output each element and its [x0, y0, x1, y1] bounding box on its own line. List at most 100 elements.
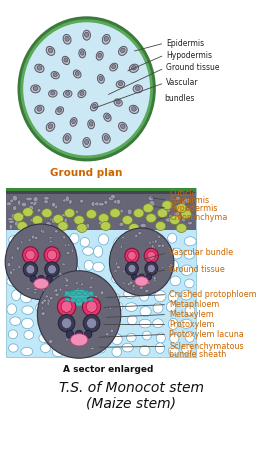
Text: T.S. of Monocot stem: T.S. of Monocot stem — [59, 381, 204, 395]
Ellipse shape — [65, 285, 69, 286]
Ellipse shape — [52, 218, 55, 224]
Text: Metaxylem: Metaxylem — [169, 310, 214, 319]
Ellipse shape — [104, 200, 108, 204]
Ellipse shape — [49, 237, 53, 239]
Ellipse shape — [135, 277, 148, 286]
Ellipse shape — [10, 250, 20, 258]
Ellipse shape — [62, 56, 70, 65]
Ellipse shape — [35, 64, 44, 73]
Ellipse shape — [25, 209, 31, 213]
Ellipse shape — [135, 224, 139, 228]
Ellipse shape — [64, 218, 67, 224]
Ellipse shape — [157, 245, 161, 247]
Ellipse shape — [165, 218, 172, 222]
Ellipse shape — [83, 348, 92, 358]
Ellipse shape — [53, 215, 59, 218]
Ellipse shape — [12, 196, 17, 201]
Circle shape — [46, 275, 52, 282]
Ellipse shape — [151, 245, 154, 248]
Circle shape — [139, 274, 144, 280]
Ellipse shape — [161, 267, 164, 269]
Ellipse shape — [52, 348, 64, 357]
Ellipse shape — [85, 32, 89, 37]
Ellipse shape — [140, 276, 151, 285]
Ellipse shape — [119, 122, 127, 131]
Ellipse shape — [100, 291, 104, 295]
Circle shape — [84, 330, 92, 338]
Ellipse shape — [148, 196, 154, 201]
Ellipse shape — [119, 46, 127, 56]
Ellipse shape — [139, 291, 149, 301]
Ellipse shape — [23, 207, 33, 217]
Ellipse shape — [83, 30, 90, 40]
Ellipse shape — [40, 344, 51, 353]
Ellipse shape — [34, 279, 49, 289]
Ellipse shape — [14, 221, 19, 226]
Ellipse shape — [81, 290, 91, 300]
Ellipse shape — [10, 271, 13, 274]
Ellipse shape — [96, 51, 103, 60]
Ellipse shape — [63, 134, 71, 143]
Ellipse shape — [90, 277, 93, 279]
Ellipse shape — [121, 124, 125, 129]
Ellipse shape — [64, 209, 75, 218]
Ellipse shape — [171, 248, 182, 259]
Ellipse shape — [185, 331, 194, 342]
Ellipse shape — [170, 263, 172, 267]
Ellipse shape — [124, 279, 134, 289]
Circle shape — [146, 274, 152, 280]
Ellipse shape — [54, 289, 56, 292]
Ellipse shape — [145, 290, 149, 292]
Ellipse shape — [98, 318, 108, 329]
Ellipse shape — [122, 343, 133, 352]
Ellipse shape — [12, 290, 21, 301]
Ellipse shape — [153, 250, 163, 260]
Ellipse shape — [104, 36, 108, 41]
Ellipse shape — [182, 200, 185, 206]
Ellipse shape — [146, 281, 150, 285]
Ellipse shape — [72, 119, 75, 123]
Ellipse shape — [110, 63, 118, 71]
Circle shape — [30, 275, 37, 282]
Ellipse shape — [80, 237, 90, 247]
Ellipse shape — [94, 296, 97, 299]
Ellipse shape — [53, 303, 64, 313]
Text: Protoxylem: Protoxylem — [169, 320, 214, 329]
Ellipse shape — [36, 232, 47, 243]
Ellipse shape — [92, 104, 96, 108]
Ellipse shape — [66, 252, 70, 254]
Ellipse shape — [182, 217, 186, 222]
Ellipse shape — [58, 222, 68, 230]
Ellipse shape — [47, 299, 50, 303]
Circle shape — [132, 274, 138, 280]
Ellipse shape — [110, 209, 120, 218]
Ellipse shape — [51, 202, 56, 207]
Ellipse shape — [148, 216, 152, 219]
Ellipse shape — [81, 283, 84, 285]
Ellipse shape — [86, 223, 90, 229]
Ellipse shape — [168, 233, 177, 243]
Ellipse shape — [109, 264, 120, 273]
Text: Ground plan: Ground plan — [51, 168, 123, 179]
Ellipse shape — [65, 301, 75, 312]
Text: Vascular: Vascular — [166, 78, 199, 87]
Circle shape — [145, 262, 158, 275]
Ellipse shape — [16, 246, 19, 250]
Circle shape — [147, 264, 155, 273]
Ellipse shape — [146, 213, 156, 223]
Ellipse shape — [181, 265, 193, 275]
Ellipse shape — [132, 66, 136, 70]
Ellipse shape — [184, 250, 194, 259]
Ellipse shape — [166, 208, 170, 213]
Ellipse shape — [170, 276, 181, 285]
Ellipse shape — [63, 235, 65, 239]
Ellipse shape — [55, 293, 59, 296]
Text: Metaphloem: Metaphloem — [169, 300, 219, 309]
Ellipse shape — [123, 270, 125, 273]
Ellipse shape — [28, 239, 31, 241]
Ellipse shape — [113, 302, 123, 312]
Ellipse shape — [33, 197, 38, 202]
Ellipse shape — [185, 279, 194, 288]
Text: Hypodermis: Hypodermis — [166, 50, 212, 60]
Circle shape — [144, 248, 158, 263]
